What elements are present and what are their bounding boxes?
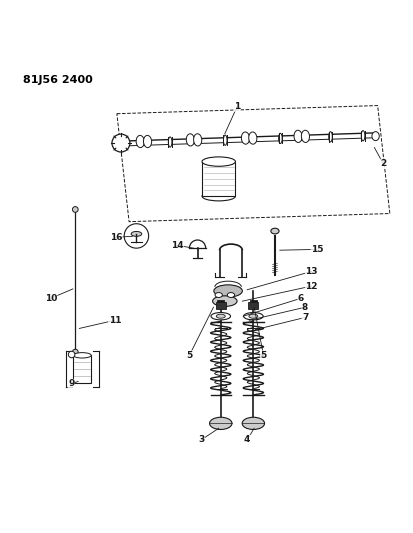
Bar	[73, 356, 91, 383]
Text: 5: 5	[261, 351, 267, 360]
Text: 3: 3	[199, 435, 205, 444]
Circle shape	[112, 134, 130, 152]
Text: 10: 10	[45, 294, 57, 303]
Ellipse shape	[215, 293, 222, 297]
Circle shape	[124, 224, 149, 248]
Ellipse shape	[202, 191, 235, 201]
Text: 4: 4	[244, 435, 250, 444]
Ellipse shape	[216, 314, 225, 318]
Ellipse shape	[249, 132, 257, 144]
Bar	[216, 302, 225, 309]
Ellipse shape	[194, 134, 202, 146]
Circle shape	[72, 207, 78, 212]
Text: 15: 15	[311, 245, 323, 254]
Ellipse shape	[361, 131, 365, 141]
Ellipse shape	[249, 314, 258, 318]
Ellipse shape	[202, 157, 235, 166]
Ellipse shape	[213, 296, 237, 306]
Ellipse shape	[223, 135, 227, 146]
Ellipse shape	[279, 133, 282, 143]
Ellipse shape	[329, 132, 332, 142]
Ellipse shape	[271, 228, 279, 234]
Ellipse shape	[169, 137, 172, 147]
Ellipse shape	[242, 417, 265, 430]
Circle shape	[72, 349, 78, 355]
Ellipse shape	[244, 312, 263, 320]
Ellipse shape	[241, 132, 249, 144]
Ellipse shape	[186, 134, 195, 146]
Text: 81J56 2400: 81J56 2400	[23, 75, 93, 85]
Ellipse shape	[131, 231, 142, 236]
Ellipse shape	[301, 130, 309, 142]
Ellipse shape	[73, 353, 91, 358]
Text: 12: 12	[305, 281, 318, 290]
Text: 8: 8	[302, 303, 308, 312]
Ellipse shape	[209, 417, 232, 430]
Text: 16: 16	[110, 233, 122, 241]
Text: 14: 14	[171, 241, 183, 250]
Text: 6: 6	[298, 294, 304, 303]
Text: 5: 5	[186, 351, 192, 360]
Ellipse shape	[136, 135, 144, 148]
Ellipse shape	[211, 312, 230, 320]
Ellipse shape	[294, 130, 302, 142]
Ellipse shape	[143, 135, 152, 148]
Circle shape	[69, 351, 75, 358]
Ellipse shape	[227, 293, 235, 297]
Text: 1: 1	[234, 102, 240, 111]
Text: 13: 13	[305, 267, 318, 276]
Text: 2: 2	[380, 159, 387, 168]
Ellipse shape	[372, 132, 379, 141]
Text: 11: 11	[109, 316, 121, 325]
Bar	[249, 302, 258, 309]
Text: 7: 7	[302, 313, 308, 322]
Bar	[202, 161, 235, 196]
Text: 9: 9	[68, 379, 74, 389]
Ellipse shape	[123, 139, 127, 149]
Ellipse shape	[214, 285, 242, 297]
